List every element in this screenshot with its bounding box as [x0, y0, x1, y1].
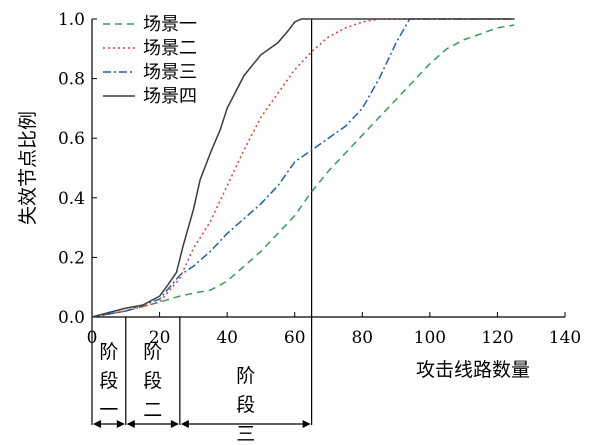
x-tick-label: 40 — [216, 328, 238, 348]
stage-arrow-head-right — [302, 420, 311, 428]
x-tick-label: 60 — [284, 328, 306, 348]
stage-arrow-head-right — [116, 420, 125, 428]
x-tick-label: 80 — [351, 328, 373, 348]
y-tick-label: 0.4 — [58, 189, 85, 209]
stage-arrow-head-left — [126, 420, 135, 428]
stage-label-char: 段 — [99, 370, 118, 392]
stage-label-char: 阶 — [99, 341, 118, 363]
stage-arrow-head-left — [93, 420, 101, 428]
y-tick-label: 1.0 — [58, 10, 85, 30]
x-tick-label: 100 — [414, 328, 446, 348]
legend-entry: 场景二 — [143, 38, 197, 59]
y-tick-label: 0.6 — [58, 129, 85, 149]
x-tick-label: 20 — [149, 328, 171, 348]
legend-entry: 场景四 — [143, 86, 197, 107]
stage-label-char: 阶 — [236, 365, 255, 387]
stage-label-char: 段 — [143, 370, 162, 392]
y-tick-label: 0.8 — [58, 70, 85, 90]
legend-entry: 场景一 — [143, 14, 197, 35]
stage-arrow-head-right — [170, 420, 179, 428]
y-axis-label: 失效节点比例 — [17, 111, 39, 225]
stage-label-char: 一 — [99, 399, 118, 421]
series-line-场景三 — [91, 18, 515, 318]
series-line-场景四 — [91, 18, 515, 318]
stage-arrow-head-left — [180, 420, 189, 428]
y-tick-label: 0.0 — [58, 308, 85, 328]
stage-label-char: 三 — [236, 423, 255, 445]
legend-entry: 场景三 — [143, 62, 197, 83]
series-line-场景二 — [91, 18, 515, 318]
x-tick-label: 140 — [549, 328, 581, 348]
stage-label-char: 阶 — [143, 341, 162, 363]
y-tick-label: 0.2 — [58, 248, 85, 268]
chart-series — [91, 18, 515, 318]
series-line-场景一 — [91, 24, 515, 318]
stage-label-char: 二 — [143, 399, 162, 421]
stage-label-char: 段 — [236, 394, 255, 416]
x-axis-label: 攻击线路数量 — [416, 359, 530, 381]
x-tick-label: 120 — [481, 328, 513, 348]
